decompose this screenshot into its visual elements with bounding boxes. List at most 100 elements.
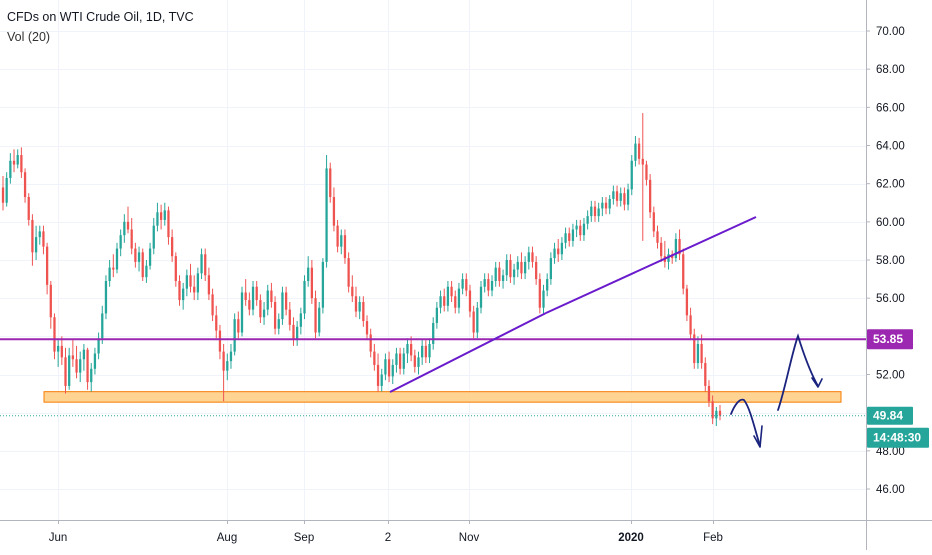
candle [660,237,663,262]
candle-body [148,248,152,266]
candle [648,174,652,219]
candle [303,275,306,320]
candle-body [354,296,358,312]
candles-layer [1,113,722,427]
candle [281,286,284,325]
candle [218,324,222,360]
candle [71,340,75,367]
candle-body [79,359,82,373]
candle-body [384,359,387,375]
candle [53,313,56,360]
candle-body [237,319,240,333]
candle-body [432,322,435,344]
candle-body [369,334,372,352]
candle [590,200,593,222]
candle-body [553,248,556,259]
candle [119,229,122,257]
candle [347,252,350,293]
candle [634,135,637,167]
candle [387,351,391,383]
candle-body [641,158,644,165]
candle-body [483,279,486,287]
candle [468,284,472,318]
candle-body [479,286,483,308]
candle [608,195,611,215]
candle [586,210,589,230]
candle [395,347,398,373]
candle [597,202,600,222]
candle-body [696,343,700,364]
candle-body [126,221,130,230]
candle [402,347,405,375]
price-tick-label: 52.00 [876,370,905,382]
candle [112,254,115,278]
candle-body [244,292,247,301]
candle [575,219,578,238]
candle-body [564,233,567,243]
candle [237,311,240,339]
candle-body [119,235,122,249]
candle-body [45,246,49,285]
candle-body [207,275,211,295]
candle [461,273,464,295]
candle-body [398,353,402,369]
candle-body [281,292,284,320]
candle [380,368,383,392]
candle [505,254,508,281]
candle-body [435,307,439,323]
candle [351,275,354,302]
candle-body [34,237,38,253]
candle [299,307,302,335]
candle [93,347,97,375]
candle [273,296,277,335]
volume-indicator-label[interactable]: Vol (20) [7,30,51,44]
candle-body [104,280,108,314]
candle [579,219,582,241]
candle-body [152,225,155,249]
candle [336,219,339,253]
candle-body [229,351,233,362]
candle [535,256,538,285]
candle-body [527,252,530,262]
candle [108,260,111,287]
candle-body [307,267,310,281]
candle [5,172,8,207]
candle [292,317,295,346]
price-tick-label: 64.00 [876,141,905,153]
drawn-arrowhead-right [811,377,823,388]
candle-body [630,160,633,190]
candle [384,353,387,381]
candle-body [71,355,75,360]
candle-body [347,258,350,287]
candle-body [288,309,291,325]
price-tick-label: 70.00 [876,26,905,38]
candle [623,187,626,211]
candle [450,280,453,302]
candle-body [439,296,442,308]
candle-body [376,364,380,386]
badge-background [867,427,929,448]
candle-body [240,292,244,333]
candle [90,363,93,392]
candle-body [645,164,648,180]
candle-body [20,155,23,173]
candle-body [637,143,641,159]
candle-body [461,279,464,289]
candle [310,260,314,304]
candle-body [660,242,663,257]
time-tick-label: Jun [49,532,68,544]
candle [365,315,369,341]
time-axis[interactable]: Jun Aug Sep 2 Nov 2020 Feb [49,520,723,544]
candle-body [634,143,637,161]
candle [321,258,325,314]
candle-body [222,351,225,371]
candle [233,313,236,356]
candle-body [693,334,696,364]
candle-body [711,401,714,419]
candle [123,214,126,243]
candle [711,395,714,425]
candle [465,273,468,297]
price-tick-label: 58.00 [876,255,905,267]
